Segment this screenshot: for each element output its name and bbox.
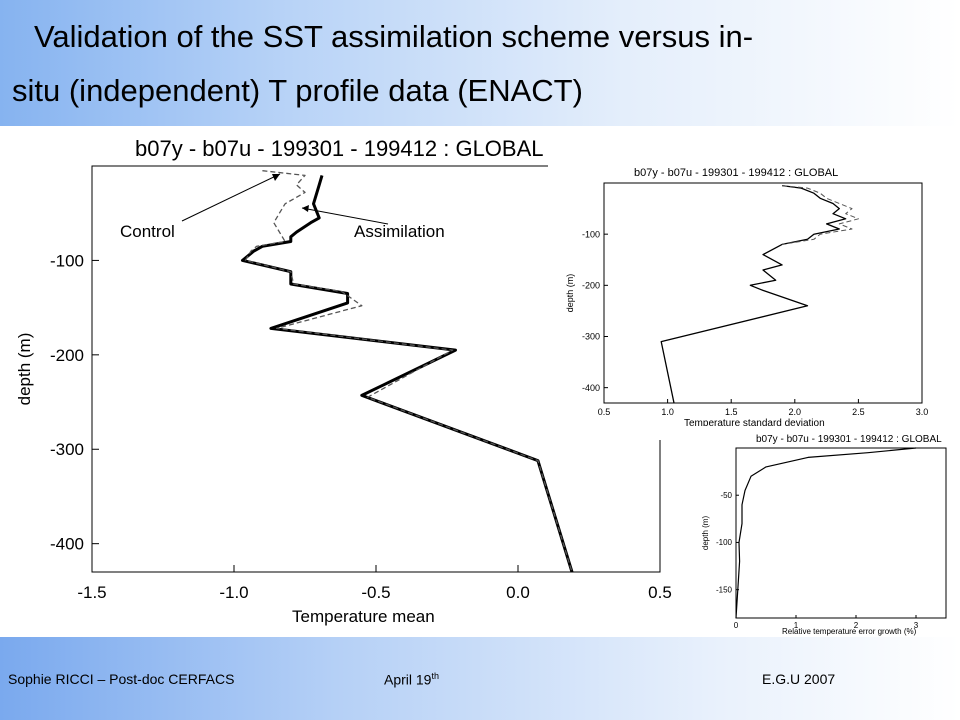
std-xtick-label: 1.0 <box>661 407 674 417</box>
annotation-assimilation-arrowhead <box>302 205 309 212</box>
main-ytick-label: -200 <box>50 346 84 365</box>
std-chart-title: b07y - b07u - 199301 - 199412 : GLOBAL <box>634 167 838 179</box>
std-chart-frame <box>603 182 923 404</box>
rel-ytick-label: -50 <box>720 491 732 500</box>
annotation-control: Control <box>120 222 175 241</box>
std-xtick-label: 2.0 <box>789 407 802 417</box>
annotation-control-arrowhead <box>272 174 280 181</box>
main-xtick-label: -1.0 <box>219 583 248 602</box>
std-ytick-label: -200 <box>582 280 600 290</box>
footer-author: Sophie RICCI – Post-doc CERFACS <box>8 671 235 687</box>
std-ytick-label: -100 <box>582 229 600 239</box>
slide-title-line-1: Validation of the SST assimilation schem… <box>34 19 754 54</box>
std-chart-background <box>548 156 946 440</box>
std-dashed-series-line <box>782 185 859 245</box>
std-xtick-label: 1.5 <box>725 407 738 417</box>
rel-xtick-label: 3 <box>914 621 919 630</box>
std-chart: b07y - b07u - 199301 - 199412 : GLOBAL T… <box>548 156 946 440</box>
footer-event: E.G.U 2007 <box>762 671 836 687</box>
main-ytick-label: -400 <box>50 535 84 554</box>
footer-date-text: April 19 <box>384 671 432 688</box>
rel-ytick-label: -100 <box>716 538 733 547</box>
annotation-assimilation: Assimilation <box>354 222 445 241</box>
rel-chart: b07y - b07u - 199301 - 199412 : GLOBAL R… <box>690 426 960 644</box>
rel-xtick-label: 0 <box>734 621 739 630</box>
footer-bar <box>0 637 960 720</box>
main-solid-series-line <box>241 174 574 573</box>
title-bar <box>0 0 960 126</box>
main-chart-xlabel: Temperature mean <box>292 607 435 626</box>
footer-date: April 19th <box>384 671 439 688</box>
slide-title: Validation of the SST assimilation schem… <box>12 10 942 118</box>
std-xtick-label: 3.0 <box>916 407 929 417</box>
rel-xtick-label: 1 <box>794 621 799 630</box>
main-xtick-label: -0.5 <box>361 583 390 602</box>
std-chart-xlabel: Temperature standard deviation <box>684 418 825 429</box>
std-xtick-label: 2.5 <box>852 407 865 417</box>
main-chart: b07y - b07u - 199301 - 199412 : GLOBAL T… <box>15 136 672 626</box>
rel-xtick-label: 2 <box>854 621 859 630</box>
annotation-control-arrow <box>181 173 281 222</box>
main-chart-ylabel: depth (m) <box>15 333 34 406</box>
std-ytick-label: -300 <box>582 332 600 342</box>
footer-date-suffix: th <box>431 671 439 681</box>
main-xtick-label: -1.5 <box>77 583 106 602</box>
rel-ytick-label: -150 <box>716 585 733 594</box>
std-ytick-label: -400 <box>582 383 600 393</box>
slide-title-line-2: situ (independent) T profile data (ENACT… <box>12 73 583 108</box>
rel-chart-title: b07y - b07u - 199301 - 199412 : GLOBAL <box>756 434 942 445</box>
main-ytick-label: -300 <box>50 440 84 459</box>
rel-chart-xlabel: Relative temperature error growth (%) <box>782 627 917 636</box>
rel-solid-series-line <box>735 447 917 619</box>
main-xtick-label: 0.5 <box>648 583 672 602</box>
rel-chart-ylabel: depth (m) <box>701 516 710 551</box>
rel-chart-frame <box>735 447 947 619</box>
std-solid-series-line <box>660 184 847 404</box>
main-xtick-label: 0.0 <box>506 583 530 602</box>
std-chart-ylabel: depth (m) <box>565 274 575 313</box>
main-chart-title: b07y - b07u - 199301 - 199412 : GLOBAL <box>135 136 544 161</box>
rel-chart-background <box>690 426 960 644</box>
std-xtick-label: 0.5 <box>598 407 611 417</box>
main-ytick-label: -100 <box>50 251 84 270</box>
